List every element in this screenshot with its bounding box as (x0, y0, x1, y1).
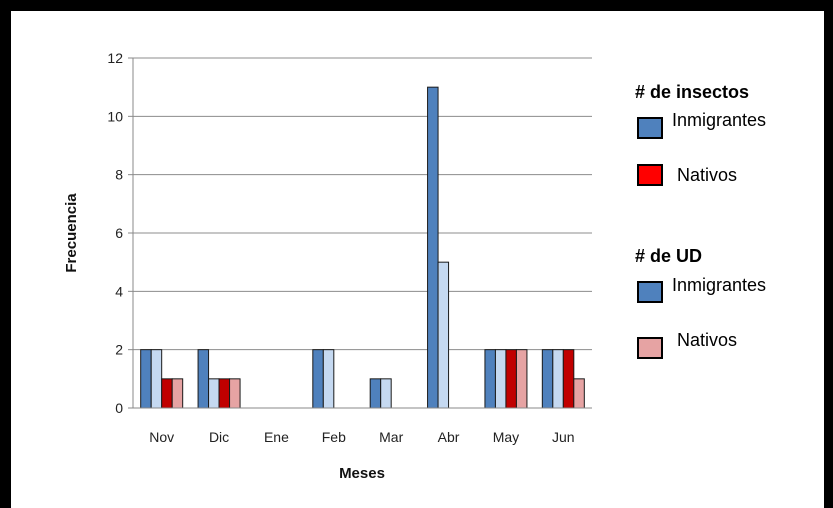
bar-may-series-1 (494, 349, 507, 409)
bar-may-series-2 (505, 349, 517, 409)
bar-mar-series-1 (380, 378, 392, 409)
bar-nov-series-3 (171, 378, 184, 409)
bar-abr-series-0 (427, 86, 439, 409)
bar-mar-series-0 (369, 378, 382, 409)
bars (140, 86, 585, 409)
bar-abr-series-1 (437, 261, 450, 409)
legend-label-ud-nativos: Nativos (677, 330, 737, 350)
bar-jun-series-3 (573, 378, 585, 409)
legend-label-insectos-inmigrantes: Inmigrantes (672, 110, 766, 130)
x-tick-label: Mar (379, 429, 403, 445)
x-tick-label: May (493, 429, 519, 445)
y-tick-label: 2 (115, 342, 123, 358)
x-tick-labels: Nov Dic Ene Feb Mar Abr May Jun (149, 429, 574, 445)
bar-may-series-3 (515, 349, 528, 409)
y-tick-label: 12 (107, 50, 123, 66)
bar-dic-series-3 (229, 378, 241, 409)
bar-jun-series-2 (562, 349, 575, 409)
y-tick-label: 6 (115, 225, 123, 241)
bar-jun-series-0 (541, 349, 554, 409)
bar-jun-series-1 (552, 349, 564, 409)
bar-feb-series-1 (322, 349, 335, 409)
legend-swatch-insectos-inmigrantes (637, 117, 663, 139)
x-tick-label: Abr (438, 429, 460, 445)
x-tick-label: Ene (264, 429, 289, 445)
bar-nov-series-1 (150, 349, 163, 409)
legend-swatch-ud-inmigrantes (637, 281, 663, 303)
bar-may-series-0 (484, 349, 496, 409)
bar-nov-series-0 (140, 349, 152, 409)
x-tick-label: Dic (209, 429, 229, 445)
gridlines (128, 57, 592, 409)
bar-dic-series-1 (208, 378, 220, 409)
y-tick-label: 8 (115, 167, 123, 183)
x-tick-label: Feb (322, 429, 346, 445)
legend-label-insectos-nativos: Nativos (677, 165, 737, 185)
bar-feb-series-0 (312, 349, 324, 409)
legend-swatch-ud-nativos (637, 337, 663, 359)
x-tick-label: Jun (552, 429, 575, 445)
bar-dic-series-0 (197, 349, 210, 409)
bar-nov-series-2 (161, 378, 173, 409)
legend-title-insectos: # de insectos (635, 82, 749, 102)
y-tick-labels: 0 2 4 6 8 10 12 (107, 50, 123, 416)
legend: # de insectos Inmigrantes Nativos # de U… (635, 82, 766, 359)
y-tick-label: 4 (115, 283, 123, 299)
bar-dic-series-2 (218, 378, 231, 409)
legend-title-ud: # de UD (635, 246, 702, 266)
y-tick-label: 10 (107, 108, 123, 124)
y-tick-label: 0 (115, 400, 123, 416)
legend-label-ud-inmigrantes: Inmigrantes (672, 275, 766, 295)
legend-swatch-insectos-nativos (637, 164, 663, 186)
y-axis-title: Frecuencia (63, 193, 80, 273)
x-axis-title: Meses (339, 465, 385, 482)
x-tick-label: Nov (149, 429, 174, 445)
